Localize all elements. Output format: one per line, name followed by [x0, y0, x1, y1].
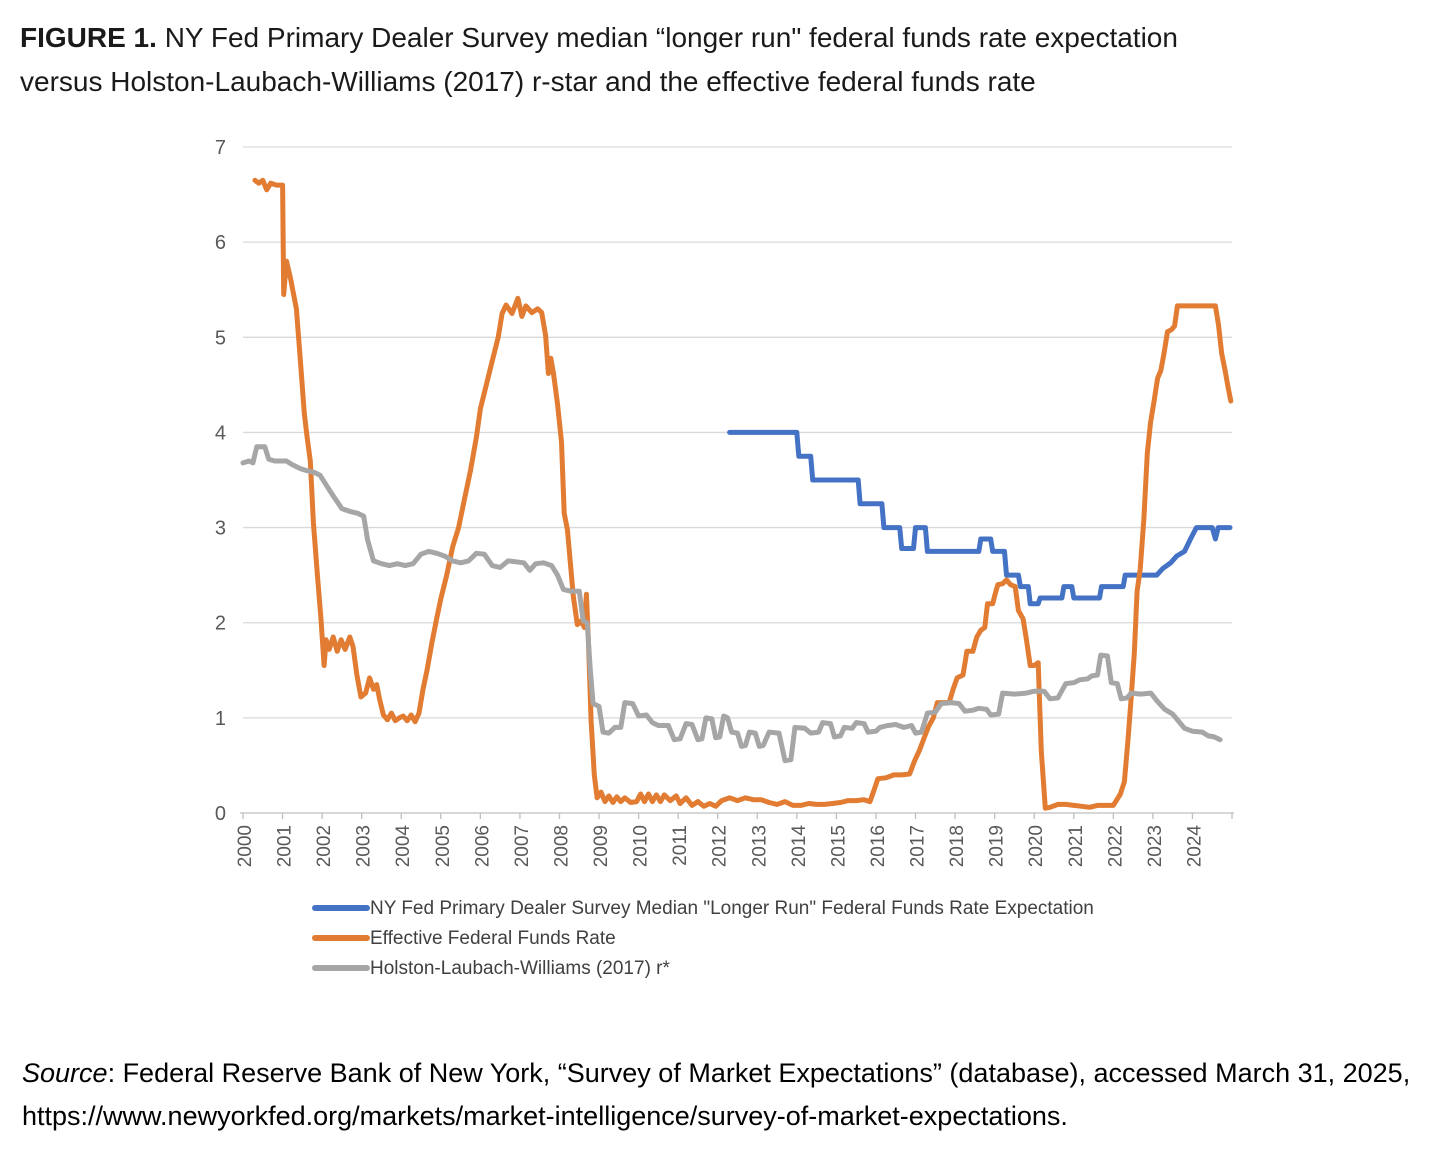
- x-axis-label: 2006: [472, 825, 493, 867]
- x-axis-label: 2004: [393, 825, 414, 868]
- x-axis-label: 2016: [868, 825, 889, 867]
- figure-title: FIGURE 1. NY Fed Primary Dealer Survey m…: [20, 16, 1424, 104]
- y-axis-label: 0: [215, 803, 226, 825]
- x-axis-label: 2000: [235, 825, 256, 867]
- x-axis-label: 2003: [354, 825, 375, 867]
- legend-label-2: Holston-Laubach-Williams (2017) r*: [370, 958, 670, 979]
- line-chart: 0 1 2 3 4 5 6 7 2000 2001 2002 2003 2004 2005 2006 2007…: [215, 137, 1234, 979]
- y-axis-label: 4: [215, 422, 226, 444]
- x-axis-label: 2014: [789, 825, 810, 868]
- x-axis-label: 2024: [1184, 825, 1205, 868]
- source-line2: https://www.newyorkfed.org/markets/marke…: [22, 1101, 1068, 1131]
- source-note: Source: Federal Reserve Bank of New York…: [22, 1052, 1426, 1138]
- x-axis-label: 2019: [987, 825, 1008, 867]
- y-axis-label: 2: [215, 613, 226, 635]
- y-axis-label: 7: [215, 137, 226, 159]
- x-axis-label: 2013: [749, 825, 770, 867]
- series-line-1: [252, 177, 1234, 811]
- y-axis-label: 6: [215, 232, 226, 254]
- y-axis-label: 1: [215, 708, 226, 730]
- x-axis-label: 2020: [1026, 825, 1047, 867]
- source-word: Source: [22, 1058, 108, 1088]
- x-axis-label: 2011: [670, 825, 691, 866]
- figure-label: FIGURE 1.: [20, 22, 157, 53]
- series-line-2: [240, 444, 1223, 764]
- legend-label-0: NY Fed Primary Dealer Survey Median "Lon…: [370, 898, 1094, 919]
- figure-title-line1: NY Fed Primary Dealer Survey median “lon…: [156, 22, 1178, 53]
- x-axis-label: 2023: [1145, 825, 1166, 867]
- x-axis-label: 2022: [1105, 825, 1126, 867]
- x-axis-label: 2008: [551, 825, 572, 867]
- x-axis-label: 2007: [512, 825, 533, 867]
- y-axis-label: 3: [215, 518, 226, 540]
- x-axis-label: 2009: [591, 825, 612, 867]
- source-line1: : Federal Reserve Bank of New York, “Sur…: [107, 1058, 1411, 1088]
- x-axis-label: 2002: [314, 825, 335, 867]
- x-axis-label: 2005: [433, 825, 454, 867]
- x-axis-label: 2017: [908, 825, 929, 867]
- x-axis-label: 2010: [631, 825, 652, 867]
- x-axis-label: 2018: [947, 825, 968, 867]
- y-axis-label: 5: [215, 327, 226, 349]
- x-axis-label: 2001: [275, 825, 296, 867]
- x-axis-label: 2021: [1066, 825, 1087, 867]
- series-line-0: [727, 429, 1233, 607]
- legend-label-1: Effective Federal Funds Rate: [370, 928, 616, 949]
- figure-title-line2: versus Holston-Laubach-Williams (2017) r…: [20, 66, 1036, 97]
- x-axis-label: 2015: [828, 825, 849, 867]
- x-axis-label: 2012: [710, 825, 731, 867]
